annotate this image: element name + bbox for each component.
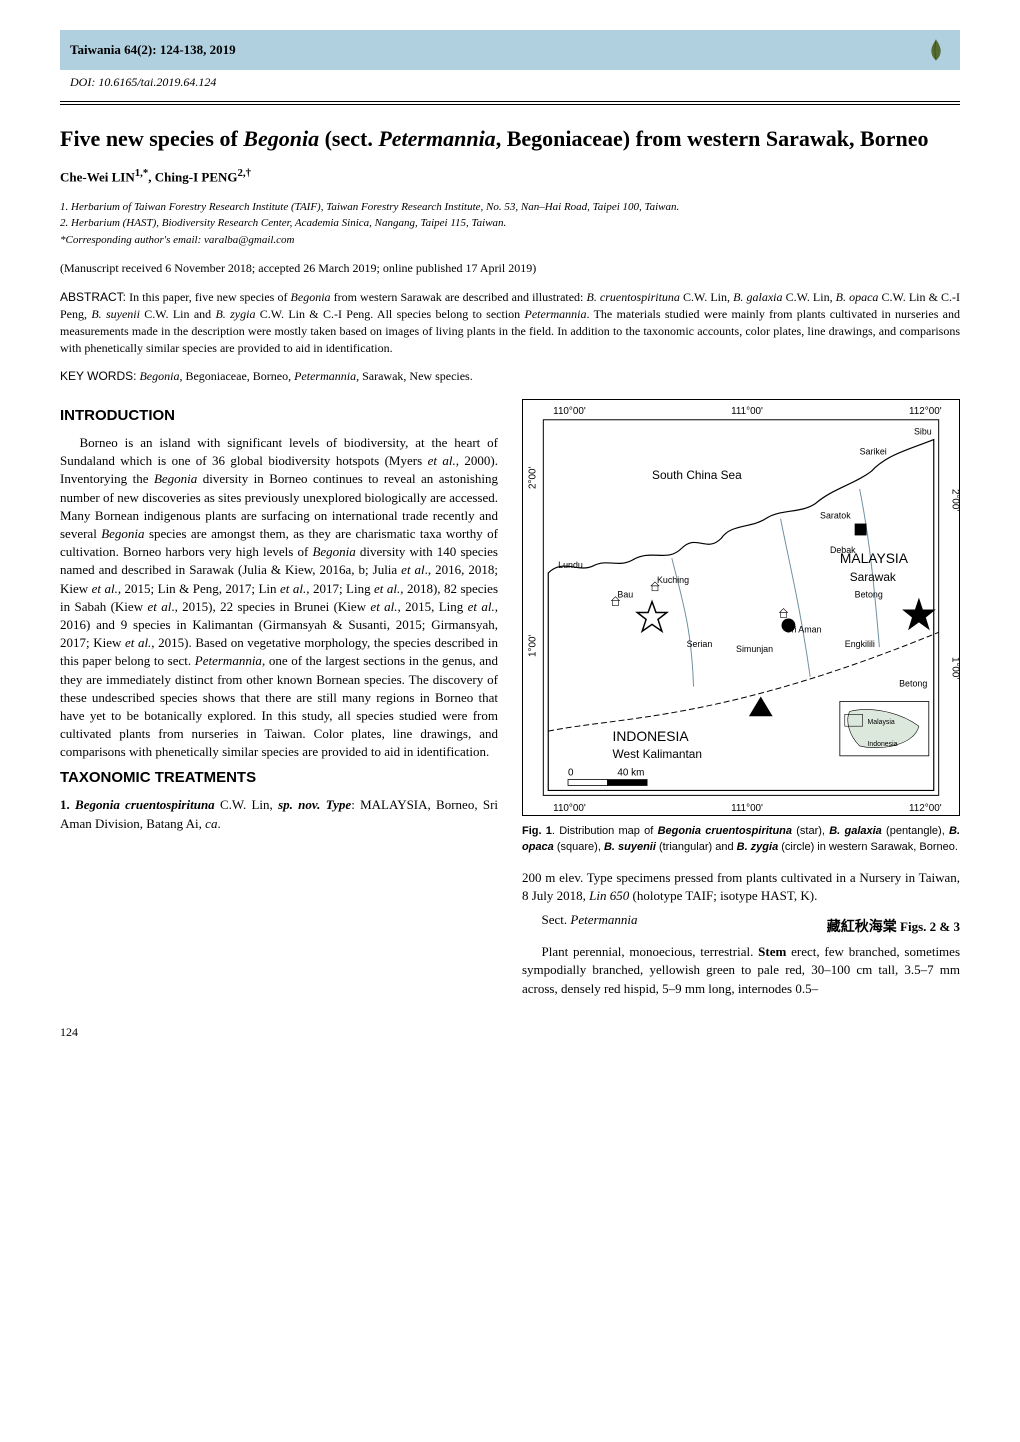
keywords: KEY WORDS: Begonia, Begoniaceae, Borneo,…	[60, 368, 960, 385]
svg-text:Debak: Debak	[830, 545, 856, 555]
sea-label: South China Sea	[652, 468, 742, 482]
left-column: INTRODUCTION Borneo is an island with si…	[60, 399, 498, 1004]
article-title: Five new species of Begonia (sect. Peter…	[60, 125, 960, 153]
ytick-2-l: 2°00'	[527, 467, 538, 489]
body-columns: INTRODUCTION Borneo is an island with si…	[60, 399, 960, 1004]
xtick-112-b: 112°00'	[909, 803, 942, 814]
right-column: 110°00' 111°00' 112°00' 110°00' 111°00' …	[522, 399, 960, 1004]
type-continuation: 200 m elev. Type specimens pressed from …	[522, 869, 960, 905]
journal-citation: Taiwania 64(2): 124-138, 2019	[70, 41, 236, 59]
abstract-label: ABSTRACT:	[60, 290, 126, 304]
svg-text:Engkilili: Engkilili	[845, 639, 875, 649]
journal-header: Taiwania 64(2): 124-138, 2019	[60, 30, 960, 70]
xtick-111-b: 111°00'	[731, 803, 763, 814]
ytick-1-l: 1°00'	[527, 635, 538, 657]
ytick-2-r: 2°00'	[950, 489, 959, 511]
species-authority: C.W. Lin,	[215, 797, 278, 812]
label-west-kalimantan: West Kalimantan	[613, 747, 702, 761]
svg-text:Lundu: Lundu	[558, 560, 583, 570]
svg-text:Betong: Betong	[855, 590, 883, 600]
affiliations: 1. Herbarium of Taiwan Forestry Research…	[60, 199, 960, 249]
figure-1-caption: Fig. 1. Distribution map of Begonia crue…	[522, 824, 960, 855]
xtick-110-b: 110°00'	[553, 803, 586, 814]
marker-square	[855, 524, 867, 536]
svg-text:Simunjan: Simunjan	[736, 644, 773, 654]
svg-text:Serian: Serian	[687, 639, 713, 649]
xtick-111: 111°00'	[731, 406, 763, 417]
manuscript-dates: (Manuscript received 6 November 2018; ac…	[60, 260, 960, 277]
species-heading-1: 1. Begonia cruentospirituna C.W. Lin, sp…	[60, 796, 498, 832]
species-number: 1.	[60, 797, 75, 812]
species-description: Plant perennial, monoecious, terrestrial…	[522, 943, 960, 998]
svg-text:0: 0	[568, 768, 574, 779]
species-binomial: Begonia cruentospirituna	[75, 797, 215, 812]
label-sarawak: Sarawak	[850, 570, 896, 584]
xtick-112: 112°00'	[909, 406, 942, 417]
xtick-110: 110°00'	[553, 406, 586, 417]
species-status: sp. nov. Type	[278, 797, 351, 812]
marker-circle	[782, 619, 796, 633]
abstract: ABSTRACT: In this paper, five new specie…	[60, 289, 960, 356]
svg-text:40 km: 40 km	[617, 768, 644, 779]
affiliation-2: 2. Herbarium (HAST), Biodiversity Resear…	[60, 215, 960, 232]
journal-vol: 64(2)	[124, 42, 152, 57]
figure-1-map: 110°00' 111°00' 112°00' 110°00' 111°00' …	[522, 399, 960, 816]
fig-reference: Figs. 2 & 3	[900, 919, 960, 934]
chinese-name: 藏紅秋海棠	[827, 920, 897, 935]
journal-pages: : 124-138, 2019	[152, 42, 235, 57]
intro-paragraph: Borneo is an island with significant lev…	[60, 434, 498, 761]
inset-indonesia: Indonesia	[868, 741, 898, 748]
svg-text:Sibu: Sibu	[914, 427, 932, 437]
rule-light	[60, 104, 960, 105]
journal-logo-icon	[922, 36, 950, 64]
svg-text:Sarikei: Sarikei	[860, 446, 887, 456]
svg-text:Saratok: Saratok	[820, 511, 851, 521]
svg-text:Kuching: Kuching	[657, 575, 689, 585]
svg-text:Betong: Betong	[899, 679, 927, 689]
journal-name: Taiwania	[70, 42, 121, 57]
ytick-1-r: 1°00'	[950, 657, 959, 679]
rule-heavy	[60, 101, 960, 102]
page-number: 124	[60, 1024, 960, 1041]
affiliation-1: 1. Herbarium of Taiwan Forestry Research…	[60, 199, 960, 216]
section-heading-taxonomic: TAXONOMIC TREATMENTS	[60, 767, 498, 788]
label-indonesia: INDONESIA	[613, 728, 690, 744]
keywords-label: KEY WORDS:	[60, 369, 136, 383]
authors: Che-Wei LIN1,*, Ching-I PENG2,†	[60, 166, 960, 187]
corresponding-author: *Corresponding author's email: varalba@g…	[60, 232, 960, 249]
distribution-map-svg: 110°00' 111°00' 112°00' 110°00' 111°00' …	[523, 400, 959, 815]
section-heading-introduction: INTRODUCTION	[60, 405, 498, 426]
inset-malaysia: Malaysia	[868, 719, 895, 726]
figure-1-label: Fig. 1	[522, 825, 552, 837]
svg-text:Bau: Bau	[617, 590, 633, 600]
doi-line: DOI: 10.6165/tai.2019.64.124	[70, 74, 960, 91]
